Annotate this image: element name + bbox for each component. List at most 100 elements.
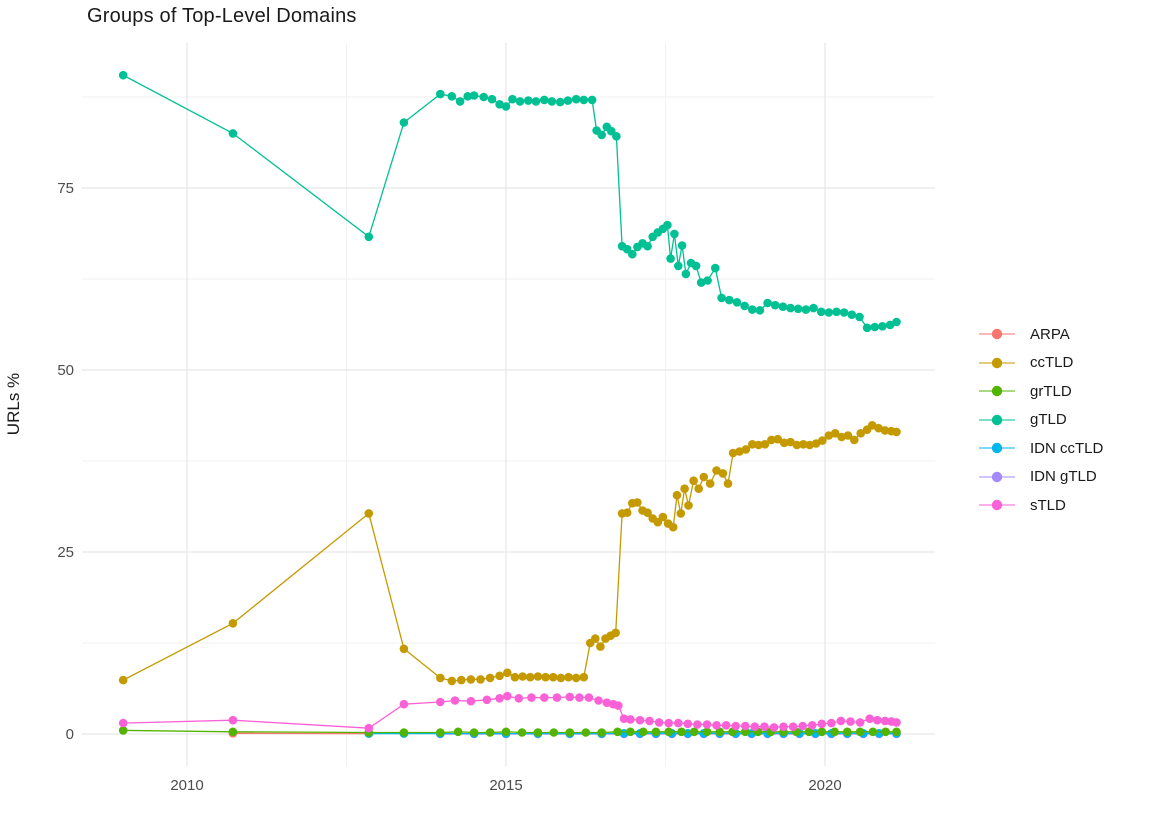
point-cctld — [799, 440, 808, 449]
point-cctld — [541, 672, 550, 682]
point-cctld — [668, 522, 678, 532]
point-gtld — [612, 132, 621, 141]
point-stld — [495, 694, 504, 703]
point-cctld — [643, 508, 652, 517]
point-cctld — [503, 668, 512, 678]
legend-label: grTLD — [1030, 382, 1072, 400]
legend-key-icon — [979, 443, 1015, 454]
point-gtld — [855, 312, 864, 322]
point-stld — [702, 720, 712, 729]
point-gtld — [364, 232, 374, 242]
point-grtld — [626, 727, 635, 737]
point-gtld — [801, 305, 811, 314]
point-stld — [565, 692, 575, 702]
point-gtld — [228, 129, 238, 138]
point-gtld — [597, 130, 606, 140]
point-grtld — [677, 727, 686, 737]
point-cctld — [518, 672, 527, 681]
point-gtld — [755, 306, 765, 315]
point-stld — [584, 693, 594, 702]
x-tick-label: 2010 — [170, 777, 203, 794]
point-stld — [865, 714, 874, 723]
point-stld — [750, 722, 760, 731]
point-stld — [575, 693, 584, 702]
point-grtld — [689, 727, 699, 737]
point-cctld — [228, 619, 238, 628]
point-gtld — [670, 229, 679, 239]
point-cctld — [786, 437, 795, 447]
point-stld — [769, 723, 779, 732]
point-grtld — [830, 727, 839, 737]
point-cctld — [485, 673, 495, 683]
point-grtld — [118, 726, 128, 735]
point-cctld — [672, 490, 682, 500]
point-cctld — [680, 484, 689, 494]
point-stld — [619, 714, 629, 723]
point-stld — [873, 715, 882, 725]
point-cctld — [741, 445, 751, 454]
series-cctld — [118, 421, 901, 686]
point-stld — [693, 720, 702, 729]
line-gtld — [122, 74, 897, 329]
point-gtld — [862, 323, 872, 333]
point-gtld — [547, 97, 557, 106]
point-stld — [731, 721, 740, 731]
point-gtld — [628, 249, 637, 259]
point-stld — [880, 716, 890, 726]
point-gtld — [892, 317, 901, 327]
point-gtld — [663, 220, 672, 230]
point-gtld — [436, 89, 445, 99]
point-cctld — [830, 429, 840, 438]
point-cctld — [495, 671, 504, 681]
point-cctld — [767, 435, 776, 445]
point-grtld — [651, 727, 661, 737]
point-cctld — [596, 642, 605, 651]
point-gtld — [555, 97, 565, 107]
axis-tick-labels: 0 25 50 75 2010 2015 2020 — [57, 180, 841, 794]
point-stld — [450, 696, 460, 705]
point-grtld — [638, 727, 648, 737]
y-tick-label: 75 — [57, 180, 74, 197]
point-gtld — [479, 92, 489, 102]
legend-label: IDN gTLD — [1030, 468, 1097, 486]
legend-item-gtld: gTLD — [978, 406, 1103, 435]
point-gtld — [847, 310, 857, 320]
chart-title: Groups of Top-Level Domains — [87, 5, 357, 27]
point-cctld — [510, 672, 520, 682]
point-grtld — [804, 727, 814, 737]
point-cctld — [760, 440, 770, 449]
point-gtld — [732, 298, 742, 307]
point-gtld — [455, 97, 465, 106]
point-cctld — [792, 440, 802, 450]
point-stld — [503, 691, 512, 701]
point-stld — [779, 722, 788, 731]
point-gtld — [515, 97, 525, 106]
point-gtld — [447, 92, 457, 101]
point-stld — [594, 696, 603, 705]
point-cctld — [694, 484, 703, 494]
point-cctld — [457, 675, 466, 685]
point-stld — [118, 718, 128, 728]
legend-item-grtld: grTLD — [978, 377, 1103, 406]
point-gtld — [878, 322, 887, 331]
series-arpa — [228, 729, 374, 738]
point-cctld — [850, 435, 859, 445]
point-grtld — [817, 727, 827, 737]
point-gtld — [469, 91, 479, 100]
point-cctld — [118, 675, 128, 685]
point-cctld — [476, 675, 485, 684]
point-gtld — [531, 97, 541, 106]
point-grtld — [581, 728, 591, 737]
point-gtld — [118, 70, 128, 80]
x-tick-label: 2015 — [489, 777, 522, 794]
legend-key-icon — [979, 386, 1015, 397]
point-stld — [846, 717, 855, 726]
point-cctld — [843, 431, 853, 440]
point-gtld — [487, 94, 497, 104]
point-grtld — [501, 727, 511, 737]
legend-key-icon — [979, 329, 1015, 340]
point-cctld — [699, 472, 709, 482]
point-stld — [466, 696, 476, 706]
point-gtld — [748, 305, 757, 314]
